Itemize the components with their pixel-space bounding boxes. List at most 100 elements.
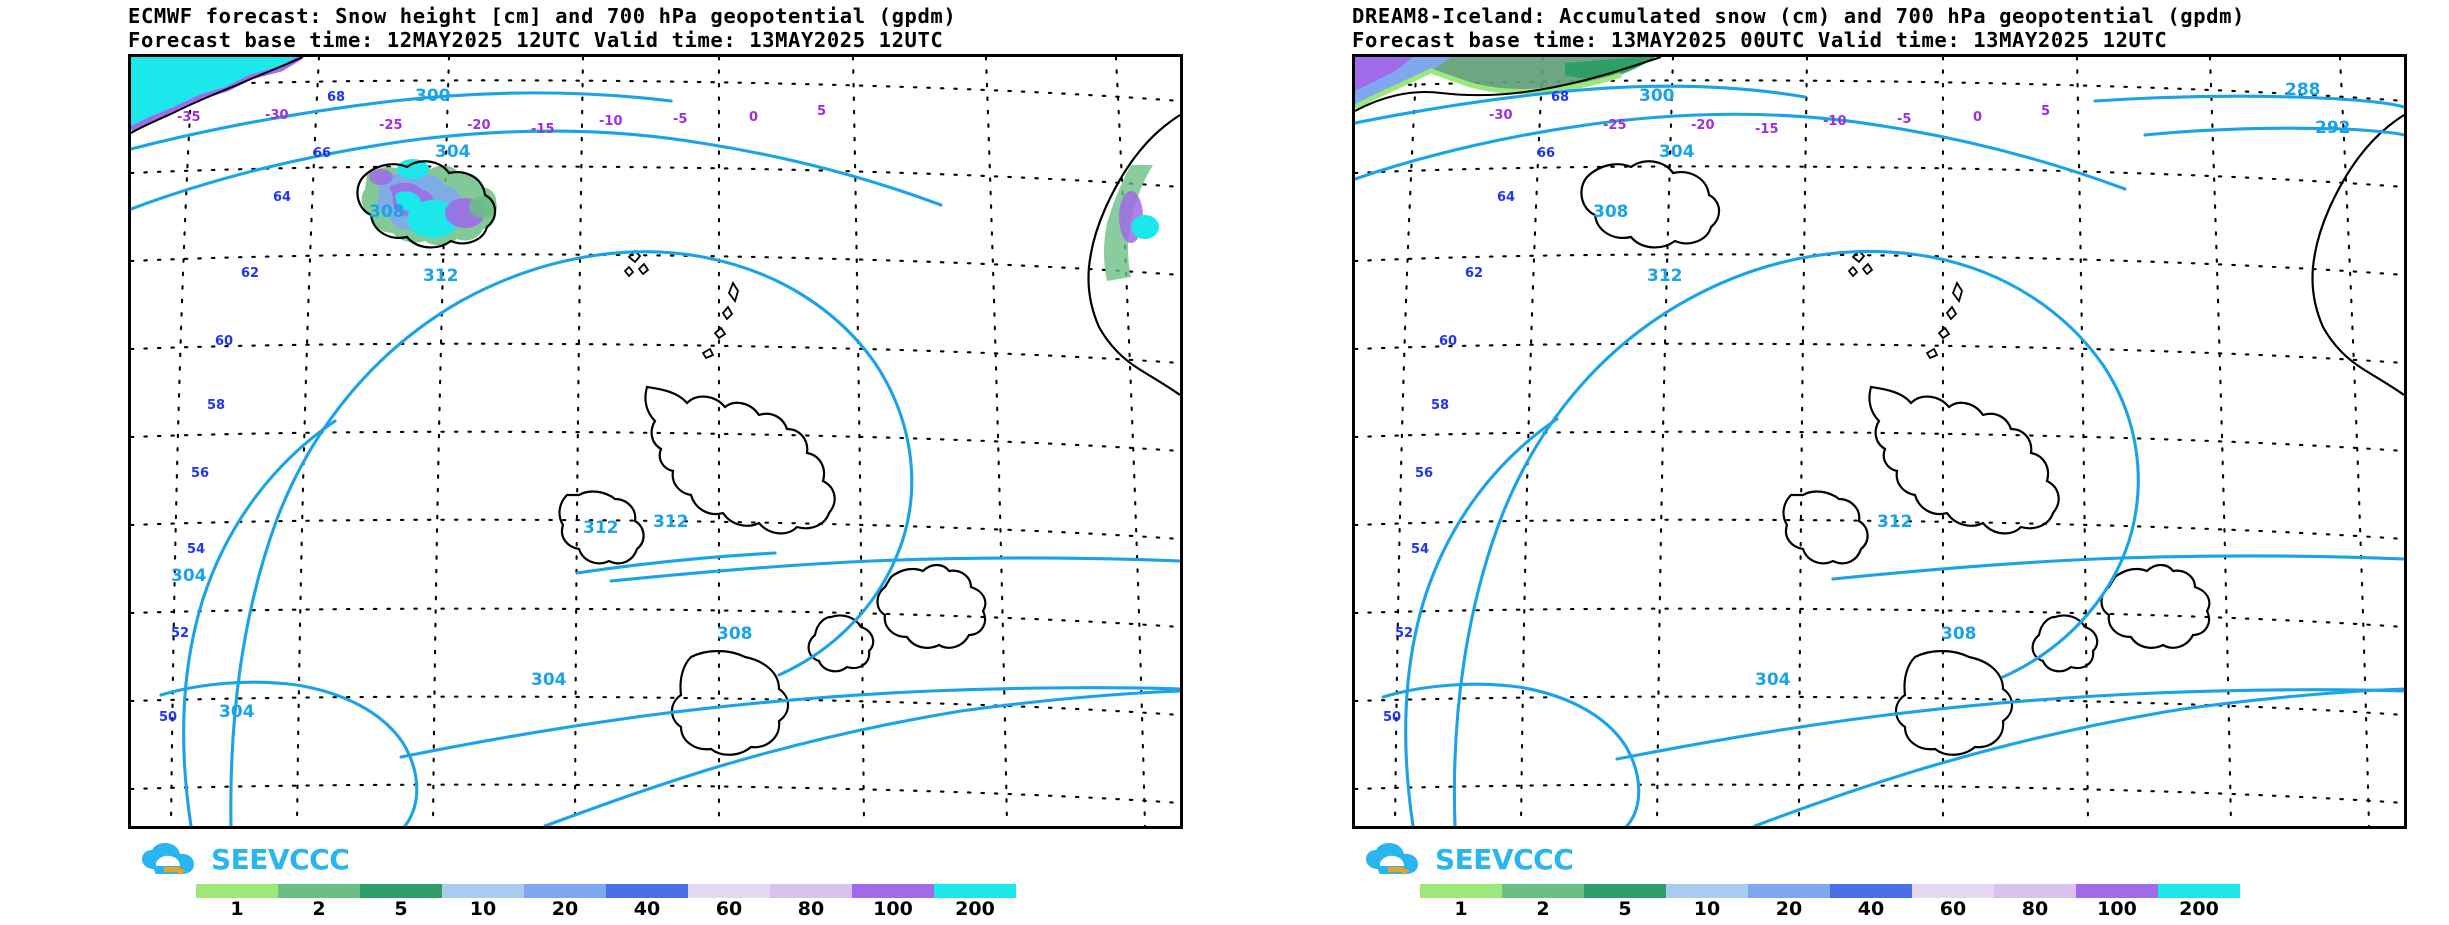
logo-label: SEEVCCC bbox=[211, 843, 350, 876]
latitude-labels: 68 66 64 62 60 58 56 54 52 50 bbox=[1383, 90, 1569, 725]
svg-text:62: 62 bbox=[241, 266, 259, 281]
svg-text:58: 58 bbox=[1431, 398, 1449, 413]
svg-text:68: 68 bbox=[1551, 90, 1569, 105]
coastline-france bbox=[670, 649, 790, 756]
seevccc-logo-left: SEEVCCC bbox=[140, 843, 350, 877]
colorbar-tick: 2 bbox=[312, 898, 326, 920]
svg-text:-10: -10 bbox=[599, 114, 623, 129]
colorbar-tick: 1 bbox=[1454, 898, 1468, 920]
svg-text:304: 304 bbox=[531, 670, 567, 690]
colorbar-tick: 5 bbox=[394, 898, 408, 920]
svg-text:52: 52 bbox=[171, 626, 189, 641]
svg-text:60: 60 bbox=[215, 334, 233, 349]
colorbar-tick: 80 bbox=[2021, 898, 2049, 920]
svg-text:-10: -10 bbox=[1823, 114, 1847, 129]
map-svg-ecmwf: -35 -30 -25 -20 -15 -10 -5 0 5 68 66 bbox=[131, 57, 1180, 826]
colorbar-tick: 10 bbox=[469, 898, 497, 920]
svg-text:-20: -20 bbox=[1691, 118, 1715, 133]
svg-text:-30: -30 bbox=[1489, 108, 1513, 123]
colorbar-swatch bbox=[1420, 884, 1502, 898]
colorbar-swatch bbox=[196, 884, 278, 898]
colorbar-gradient bbox=[196, 884, 1016, 898]
coastline-iceland bbox=[1580, 160, 1721, 249]
map-canvas-dream8[interactable]: -30 -25 -20 -15 -10 -5 0 5 68 66 64 62 bbox=[1352, 54, 2407, 829]
colorbar-tick: 60 bbox=[715, 898, 743, 920]
colorbar-tick: 5 bbox=[1618, 898, 1632, 920]
colorbar-swatch bbox=[770, 884, 852, 898]
svg-text:66: 66 bbox=[313, 146, 331, 161]
colorbar-tick: 1 bbox=[230, 898, 244, 920]
logo-label: SEEVCCC bbox=[1435, 843, 1574, 876]
coastline-norway bbox=[1087, 114, 1180, 396]
panel-ecmwf: ECMWF forecast: Snow height [cm] and 700… bbox=[0, 0, 1224, 925]
colorbar-tick: 20 bbox=[551, 898, 579, 920]
colorbar-swatch bbox=[442, 884, 524, 898]
svg-text:60: 60 bbox=[1439, 334, 1457, 349]
coastline-shetland bbox=[701, 281, 739, 360]
iceland-snow-shading bbox=[361, 159, 497, 246]
colorbar-tick: 100 bbox=[2097, 898, 2137, 920]
svg-text:5: 5 bbox=[2041, 104, 2050, 119]
svg-text:308: 308 bbox=[369, 202, 405, 222]
colorbar-tick: 2 bbox=[1536, 898, 1550, 920]
longitude-labels: -35 -30 -25 -20 -15 -10 -5 0 5 bbox=[177, 104, 826, 137]
title-line-1: ECMWF forecast: Snow height [cm] and 700… bbox=[128, 4, 957, 28]
graticule-latitudes bbox=[131, 79, 1180, 805]
svg-text:-30: -30 bbox=[265, 108, 289, 123]
colorbar-tick: 200 bbox=[955, 898, 995, 920]
svg-text:0: 0 bbox=[749, 110, 758, 125]
svg-text:64: 64 bbox=[1497, 190, 1515, 205]
colorbar-gradient bbox=[1420, 884, 2240, 898]
svg-text:304: 304 bbox=[1755, 670, 1791, 690]
svg-text:68: 68 bbox=[327, 90, 345, 105]
coastline-britain bbox=[1868, 385, 2060, 535]
svg-text:56: 56 bbox=[191, 466, 209, 481]
contour-value-labels: 300 288 292 304 308 312 312 308 304 bbox=[1593, 80, 2351, 690]
colorbar-swatch bbox=[360, 884, 442, 898]
colorbar-ticks: 1 2 5 10 20 40 60 80 100 200 bbox=[196, 899, 1016, 921]
svg-text:304: 304 bbox=[435, 142, 471, 162]
svg-text:312: 312 bbox=[1647, 266, 1683, 286]
colorbar-swatch bbox=[1830, 884, 1912, 898]
colorbar-swatch bbox=[2158, 884, 2240, 898]
svg-text:308: 308 bbox=[1593, 202, 1629, 222]
svg-text:62: 62 bbox=[1465, 266, 1483, 281]
title-line-2: Forecast base time: 12MAY2025 12UTC Vali… bbox=[128, 28, 944, 52]
greenland-snow-patch bbox=[1355, 57, 1655, 110]
map-svg-dream8: -30 -25 -20 -15 -10 -5 0 5 68 66 64 62 bbox=[1355, 57, 2404, 826]
svg-text:-5: -5 bbox=[673, 112, 687, 127]
coastline-norway bbox=[2311, 114, 2404, 396]
svg-text:300: 300 bbox=[1639, 86, 1675, 106]
svg-text:0: 0 bbox=[1973, 110, 1982, 125]
graticule-longitudes bbox=[1393, 57, 2371, 826]
cloud-icon bbox=[1364, 843, 1428, 877]
colorbar-left: 1 2 5 10 20 40 60 80 100 200 bbox=[196, 884, 1016, 921]
coastline-lowlands bbox=[807, 614, 875, 673]
colorbar-tick: 60 bbox=[1939, 898, 1967, 920]
map-canvas-ecmwf[interactable]: -35 -30 -25 -20 -15 -10 -5 0 5 68 66 bbox=[128, 54, 1183, 829]
latitude-labels: 68 66 64 62 60 58 56 54 52 50 bbox=[159, 90, 345, 725]
colorbar-right: 1 2 5 10 20 40 60 80 100 200 bbox=[1420, 884, 2240, 921]
svg-text:312: 312 bbox=[1877, 512, 1913, 532]
svg-text:-35: -35 bbox=[177, 110, 201, 125]
svg-text:312: 312 bbox=[653, 512, 689, 532]
coastline-greenland bbox=[1355, 57, 1662, 112]
coastline-greenland bbox=[131, 57, 304, 134]
svg-text:50: 50 bbox=[159, 710, 177, 725]
title-line-1: DREAM8-Iceland: Accumulated snow (cm) an… bbox=[1352, 4, 2246, 28]
svg-text:-15: -15 bbox=[1755, 122, 1779, 137]
coastline-france bbox=[1894, 649, 2014, 756]
coastline-ireland bbox=[1782, 490, 1869, 565]
colorbar-tick: 100 bbox=[873, 898, 913, 920]
coastline-britain bbox=[644, 385, 836, 535]
title-line-2: Forecast base time: 13MAY2025 00UTC Vali… bbox=[1352, 28, 2168, 52]
colorbar-swatch bbox=[524, 884, 606, 898]
coastline-europe bbox=[2100, 563, 2211, 649]
svg-text:54: 54 bbox=[1411, 542, 1429, 557]
svg-text:-5: -5 bbox=[1897, 112, 1911, 127]
svg-text:304: 304 bbox=[171, 566, 207, 586]
svg-text:300: 300 bbox=[415, 86, 451, 106]
svg-text:292: 292 bbox=[2315, 118, 2351, 138]
colorbar-swatch bbox=[1748, 884, 1830, 898]
svg-text:64: 64 bbox=[273, 190, 291, 205]
